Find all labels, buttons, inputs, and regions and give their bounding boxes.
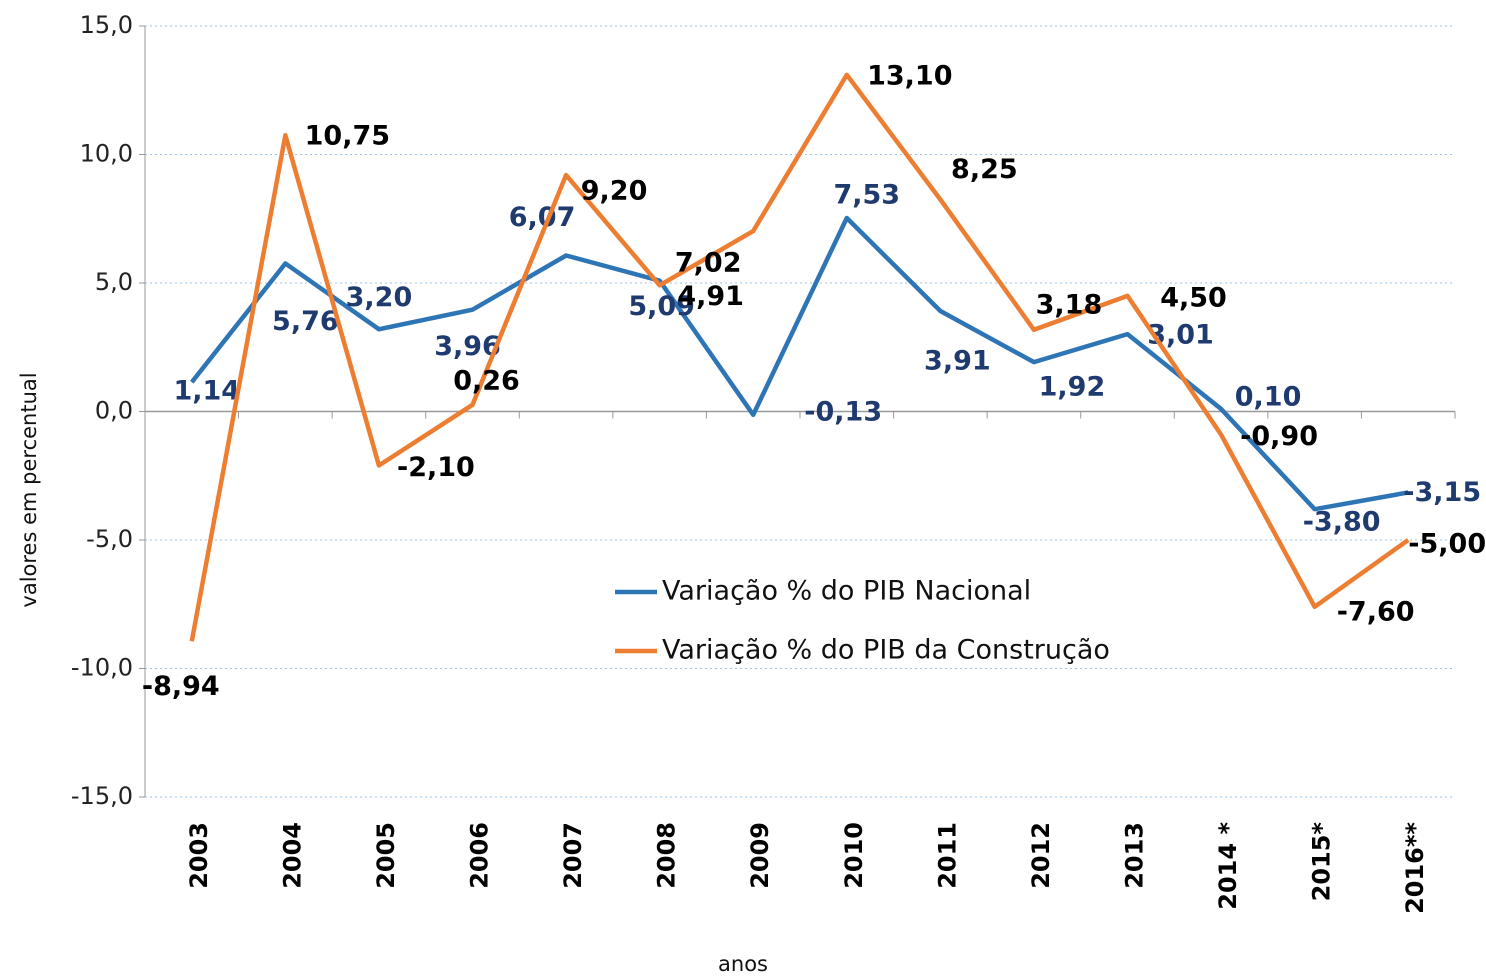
data-label: 3,20: [346, 282, 413, 313]
data-label: 8,25: [951, 154, 1018, 185]
data-label: 0,10: [1235, 381, 1302, 412]
legend-label: Variação % do PIB da Construção: [662, 635, 1110, 666]
data-label: 4,50: [1160, 282, 1227, 313]
data-label: 5,09: [628, 291, 695, 322]
data-label: 7,53: [833, 179, 900, 210]
y-tick-label: -15,0: [71, 782, 133, 810]
data-label: -3,80: [1303, 507, 1381, 538]
x-tick-label: 2003: [185, 822, 213, 889]
y-tick-label: 5,0: [95, 268, 133, 296]
data-label: 1,92: [1039, 372, 1106, 403]
data-label: -8,94: [142, 671, 220, 702]
data-label: 0,26: [453, 365, 520, 396]
data-label: -7,60: [1337, 596, 1415, 627]
data-label: 3,91: [924, 346, 991, 377]
data-label: 13,10: [867, 60, 952, 91]
x-tick-label: 2014 *: [1214, 822, 1242, 910]
data-label: -3,15: [1403, 477, 1481, 508]
x-tick-label: 2007: [559, 822, 587, 889]
x-tick-label: 2010: [840, 822, 868, 889]
legend-label: Variação % do PIB Nacional: [662, 576, 1031, 607]
x-tick-label: 2004: [278, 822, 306, 889]
y-tick-label: -10,0: [71, 654, 133, 682]
x-tick-label: 2015*: [1308, 822, 1336, 902]
y-axis-title: valores em percentual: [17, 372, 41, 607]
data-label: 3,18: [1036, 289, 1103, 320]
y-tick-label: 10,0: [80, 140, 133, 168]
data-label: -0,90: [1240, 421, 1318, 452]
x-tick-label: 2013: [1121, 822, 1149, 889]
data-label: 10,75: [305, 121, 390, 152]
y-tick-label: 15,0: [80, 11, 133, 39]
data-label: 6,07: [509, 202, 576, 233]
series-line: [189, 72, 1410, 642]
x-tick-label: 2008: [653, 822, 681, 889]
series-line: [190, 215, 1409, 512]
data-label: 3,01: [1147, 320, 1214, 351]
y-tick-label: -5,0: [86, 525, 133, 553]
data-label: -0,13: [804, 396, 882, 427]
x-tick-label: 2005: [372, 822, 400, 889]
data-label: 9,20: [581, 176, 648, 207]
x-tick-label: 2011: [933, 822, 961, 889]
x-tick-label: 2012: [1027, 822, 1055, 889]
data-label: 1,14: [173, 376, 240, 407]
x-tick-label: 2006: [466, 822, 494, 889]
data-label: 4,91: [677, 281, 744, 312]
x-tick-label: 2009: [746, 822, 774, 889]
data-label: 7,02: [675, 248, 742, 279]
data-label: 5,76: [272, 306, 339, 337]
y-tick-label: 0,0: [95, 397, 133, 425]
x-axis-title: anos: [718, 952, 768, 976]
data-label: -2,10: [397, 452, 475, 483]
x-tick-label: 2016**: [1401, 822, 1429, 914]
data-label: -5,00: [1408, 529, 1486, 560]
